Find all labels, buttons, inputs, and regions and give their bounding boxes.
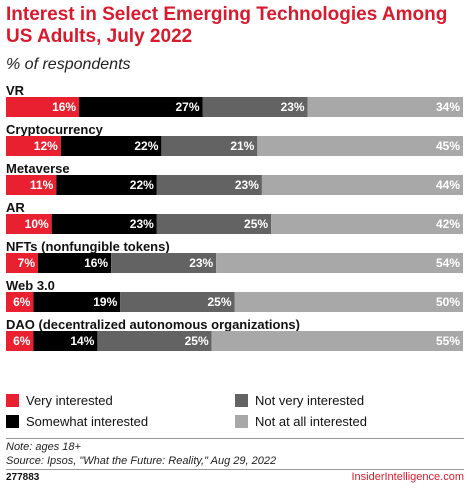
data-label-somewhat-interested-web-3-0: 19% [93,295,117,309]
bar-somewhat-interested-nfts-nonfungible-tokens [37,253,112,273]
footer-divider [6,438,464,439]
legend: Very interested Not very interested Some… [6,390,466,436]
bar-very-interested-web-3-0 [6,292,34,312]
bar-somewhat-interested-metaverse [56,175,157,195]
chart-title: Interest in Select Emerging Technologies… [6,4,448,47]
bar-somewhat-interested-vr [79,97,203,117]
category-label-nfts-nonfungible-tokens: NFTs (nonfungible tokens) [6,239,170,254]
legend-swatch-very-interested [6,393,19,407]
bar-not-at-all-interested-ar [271,214,463,234]
legend-item-not-very-interested: Not very interested [235,390,364,410]
data-label-somewhat-interested-vr: 27% [175,100,199,114]
bar-not-at-all-interested-nfts-nonfungible-tokens [216,253,463,273]
footer-divider [6,469,464,470]
bar-very-interested-vr [6,97,80,117]
bar-not-at-all-interested-metaverse [261,175,463,195]
bar-somewhat-interested-web-3-0 [33,292,121,312]
chart-id: 277883 [6,472,40,483]
category-label-cryptocurrency: Cryptocurrency [6,122,104,137]
stacked-bar-chart: VR 16% 27% 23% 34% Cryptocurrency 12% 22% 21% 45%… [6,83,463,351]
bar-somewhat-interested-ar [51,214,157,234]
legend-item-not-at-all-interested: Not at all interested [235,411,367,431]
legend-swatch-somewhat-interested [6,414,19,428]
bar-very-interested-ar [6,214,52,234]
data-label-not-very-interested-vr: 23% [281,100,305,114]
data-label-not-at-all-interested-web-3-0: 50% [436,295,460,309]
data-label-not-very-interested-web-3-0: 25% [207,295,231,309]
bar-not-at-all-interested-web-3-0 [234,292,463,312]
bar-not-at-all-interested-dao-decentralized-autonomous-organizations [211,331,463,351]
data-label-not-very-interested-dao-decentralized-autonomous-organizations: 25% [185,334,209,348]
chart-subtitle: % of respondents [6,56,131,73]
source-note: Source: Ipsos, "What the Future: Reality… [6,455,277,467]
bar-not-at-all-interested-cryptocurrency [257,136,463,156]
legend-label: Not very interested [255,392,365,408]
legend-swatch-not-at-all-interested [235,414,248,428]
bar-not-very-interested-ar [156,214,272,234]
bar-very-interested-metaverse [6,175,57,195]
data-label-somewhat-interested-cryptocurrency: 22% [134,139,158,153]
data-label-very-interested-ar: 10% [25,217,49,231]
data-label-not-at-all-interested-vr: 34% [436,100,460,114]
legend-label: Somewhat interested [26,413,149,429]
footnote: Note: ages 18+ [6,441,81,453]
legend-item-very-interested: Very interested [6,390,113,410]
category-label-web-3-0: Web 3.0 [6,278,55,293]
bar-not-very-interested-cryptocurrency [161,136,258,156]
bar-somewhat-interested-cryptocurrency [60,136,162,156]
bar-not-at-all-interested-vr [307,97,463,117]
data-label-somewhat-interested-dao-decentralized-autonomous-organizations: 14% [70,334,94,348]
data-label-somewhat-interested-ar: 23% [130,217,154,231]
bar-not-very-interested-metaverse [156,175,262,195]
legend-label: Very interested [26,392,113,408]
category-label-ar: AR [6,200,25,215]
legend-item-somewhat-interested: Somewhat interested [6,411,148,431]
data-label-very-interested-metaverse: 11% [30,178,54,192]
data-label-not-at-all-interested-nfts-nonfungible-tokens: 54% [436,256,460,270]
bar-very-interested-nfts-nonfungible-tokens [6,253,38,273]
legend-label: Not at all interested [255,413,368,429]
bar-not-very-interested-nfts-nonfungible-tokens [111,253,217,273]
data-label-not-very-interested-ar: 25% [244,217,268,231]
data-label-very-interested-web-3-0: 6% [13,295,31,309]
data-label-not-very-interested-nfts-nonfungible-tokens: 23% [189,256,213,270]
data-label-very-interested-nfts-nonfungible-tokens: 7% [18,256,36,270]
bar-very-interested-dao-decentralized-autonomous-organizations [6,331,34,351]
data-label-not-at-all-interested-ar: 42% [436,217,460,231]
brand-link[interactable]: InsiderIntelligence.com [351,471,464,483]
bar-not-very-interested-vr [202,97,308,117]
bar-not-very-interested-dao-decentralized-autonomous-organizations [97,331,212,351]
legend-swatch-not-very-interested [235,393,248,407]
data-label-not-at-all-interested-dao-decentralized-autonomous-organizations: 55% [436,334,460,348]
data-label-not-at-all-interested-cryptocurrency: 45% [436,139,460,153]
data-label-not-very-interested-cryptocurrency: 21% [230,139,254,153]
category-label-vr: VR [6,83,25,98]
data-label-very-interested-vr: 16% [52,100,76,114]
data-label-somewhat-interested-nfts-nonfungible-tokens: 16% [84,256,108,270]
data-label-very-interested-dao-decentralized-autonomous-organizations: 6% [13,334,31,348]
data-label-somewhat-interested-metaverse: 22% [130,178,154,192]
bar-not-very-interested-web-3-0 [120,292,235,312]
category-label-dao-decentralized-autonomous-organizations: DAO (decentralized autonomous organizati… [6,317,300,332]
data-label-not-at-all-interested-metaverse: 44% [436,178,460,192]
data-label-very-interested-cryptocurrency: 12% [34,139,58,153]
bar-somewhat-interested-dao-decentralized-autonomous-organizations [33,331,98,351]
category-label-metaverse: Metaverse [6,161,70,176]
data-label-not-very-interested-metaverse: 23% [235,178,259,192]
bar-very-interested-cryptocurrency [6,136,61,156]
